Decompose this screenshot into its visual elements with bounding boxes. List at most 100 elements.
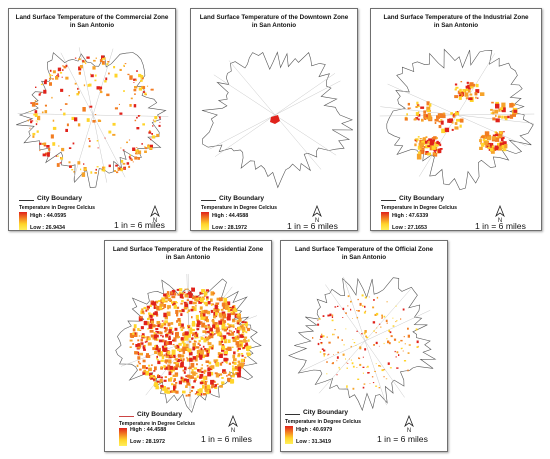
lst-patch: [425, 151, 429, 154]
city-boundary-legend: City Boundary: [285, 409, 348, 416]
lst-patch: [488, 146, 490, 149]
lst-patch: [64, 103, 68, 105]
lst-patch: [172, 374, 176, 377]
lst-patch: [129, 75, 133, 80]
lst-patch: [187, 367, 190, 369]
lst-patch: [137, 360, 140, 363]
lst-patch: [152, 119, 154, 121]
lst-patch: [167, 305, 171, 309]
lst-patch: [102, 166, 105, 169]
lst-patch: [427, 115, 432, 121]
lst-patch: [137, 157, 140, 160]
lst-patch: [145, 94, 147, 96]
lst-patch: [350, 308, 352, 311]
lst-patch: [207, 341, 209, 343]
lst-patch: [46, 145, 50, 148]
lst-patch: [237, 313, 241, 319]
lst-patch: [350, 345, 352, 348]
lst-patch: [466, 88, 469, 92]
lst-patch: [157, 350, 161, 355]
lst-patch: [156, 331, 159, 334]
lst-patch: [436, 137, 438, 140]
lst-patch: [197, 342, 200, 345]
lst-patch: [331, 362, 334, 365]
lst-patch: [43, 89, 47, 94]
lst-patch: [133, 332, 138, 337]
lst-patch: [490, 108, 493, 111]
lst-patch: [400, 318, 402, 320]
lst-patch: [171, 330, 174, 333]
lst-patch: [215, 302, 220, 305]
temperature-color-ramp: [285, 426, 293, 444]
lst-patch: [196, 391, 199, 394]
lst-patch: [37, 115, 41, 121]
lst-patch: [337, 351, 339, 354]
lst-patch: [232, 306, 235, 309]
lst-patch: [99, 86, 103, 89]
lst-patch: [439, 114, 444, 119]
lst-patch: [211, 383, 215, 388]
lst-patch: [170, 377, 173, 380]
lst-patch: [120, 159, 124, 163]
lst-patch: [182, 379, 186, 383]
lst-patch: [323, 353, 326, 355]
lst-patch: [367, 372, 370, 374]
lst-patch: [407, 107, 410, 110]
scale-label: 1 in = 6 miles: [475, 221, 526, 231]
lst-patch: [223, 320, 227, 323]
lst-patch: [164, 359, 169, 363]
lst-patch: [512, 113, 516, 117]
lst-patch: [155, 300, 159, 304]
lst-patch: [182, 358, 185, 361]
lst-patch: [419, 145, 423, 149]
lst-patch: [312, 337, 314, 339]
lst-patch: [489, 147, 494, 152]
lst-patch: [228, 339, 231, 343]
lst-patch: [159, 379, 163, 383]
lst-patch: [497, 133, 501, 137]
lst-patch: [358, 357, 361, 360]
lst-patch: [427, 109, 431, 113]
lst-patch: [236, 349, 239, 352]
lst-patch: [361, 294, 364, 297]
lst-patch: [74, 57, 77, 59]
lst-patch: [236, 344, 240, 348]
lst-patch: [433, 152, 435, 154]
lst-patch: [61, 76, 63, 78]
lst-patch: [375, 363, 377, 365]
lst-patch: [494, 145, 499, 151]
lst-patch: [184, 335, 189, 341]
legend-low: Low : 26.9434: [30, 225, 66, 231]
lst-patch: [362, 366, 365, 368]
lst-patch: [407, 327, 409, 330]
lst-patch: [123, 90, 125, 92]
lst-patch: [51, 96, 53, 99]
lst-patch: [237, 353, 241, 357]
lst-patch: [176, 306, 180, 309]
lst-patch: [207, 301, 211, 305]
lst-patch: [497, 115, 501, 118]
lst-patch: [415, 138, 419, 141]
lst-patch: [191, 320, 195, 325]
lst-patch: [199, 356, 203, 360]
lst-patch: [499, 143, 504, 146]
lst-patch: [159, 305, 162, 310]
lst-patch: [164, 315, 168, 320]
lst-patch: [390, 335, 393, 338]
lst-patch: [378, 323, 381, 325]
lst-map-residential: [115, 273, 262, 414]
lst-patch: [169, 379, 172, 382]
lst-patch: [147, 145, 151, 148]
lst-patch: [440, 120, 444, 125]
lst-patch: [197, 296, 202, 301]
lst-patch: [221, 344, 225, 347]
lst-patch: [416, 340, 419, 344]
lst-patch: [101, 55, 105, 60]
lst-patch: [170, 354, 172, 358]
lst-patch: [224, 361, 227, 363]
lst-patch: [240, 362, 245, 367]
lst-patch: [89, 140, 91, 142]
lst-patch: [163, 312, 167, 318]
lst-patch: [206, 310, 210, 315]
lst-patch: [200, 316, 205, 320]
